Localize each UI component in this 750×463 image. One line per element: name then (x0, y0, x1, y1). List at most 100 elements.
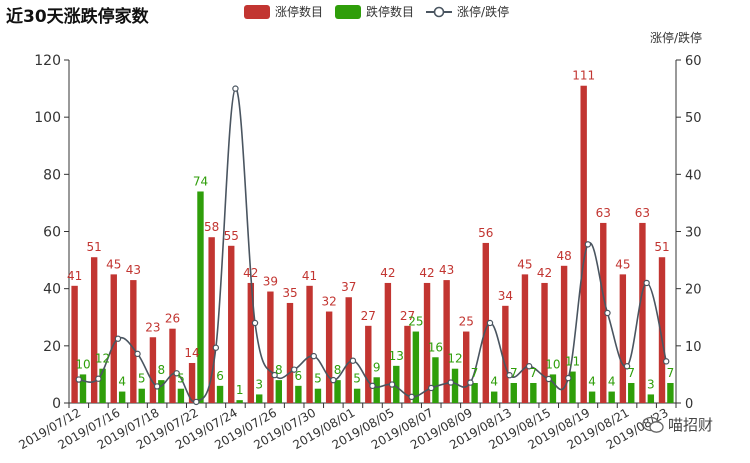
ratio-point (623, 363, 631, 370)
bar-down (373, 377, 380, 403)
legend-item-down[interactable]: 跌停数目 (335, 3, 414, 20)
bar-down (471, 382, 478, 403)
ratio-point (467, 379, 474, 386)
data-label-down: 4 (588, 375, 596, 389)
bar-up (521, 274, 529, 403)
ratio-point (75, 376, 82, 383)
y-right-tick-label: 60 (685, 54, 702, 69)
data-label-up: 37 (341, 280, 356, 294)
bar-up (384, 282, 392, 403)
ratio-point (388, 381, 396, 388)
bar-up (600, 222, 607, 403)
bar-up (325, 311, 333, 403)
data-label-down: 5 (177, 372, 185, 386)
data-label-up: 43 (126, 263, 141, 277)
data-label-up: 32 (321, 295, 336, 309)
bar-up (502, 305, 509, 403)
ratio-point (428, 384, 435, 392)
bar-up (286, 302, 294, 403)
bar-up (658, 257, 666, 403)
data-label-up: 45 (106, 257, 121, 271)
data-label-up: 42 (380, 266, 395, 280)
y-left-tick-label: 60 (43, 225, 61, 241)
data-label-down: 7 (627, 366, 635, 380)
data-label-up: 43 (439, 263, 454, 277)
data-label-up: 42 (243, 266, 258, 280)
bar-down (393, 365, 400, 403)
bar-down (432, 357, 439, 403)
bar-down (314, 388, 322, 403)
data-label-down: 6 (216, 369, 224, 383)
bar-up (71, 285, 78, 403)
bar-down (236, 400, 243, 403)
legend-label-ratio: 涨停/跌停 (457, 5, 510, 19)
ratio-line (78, 87, 667, 403)
data-label-up: 27 (400, 309, 415, 323)
data-label-up: 27 (361, 309, 376, 323)
bar-up (443, 280, 450, 403)
bar-down (569, 371, 576, 403)
data-label-down: 10 (75, 357, 90, 371)
y-left-tick-label: 20 (43, 339, 61, 355)
data-label-up: 35 (282, 286, 297, 300)
y-right-tick-label: 10 (685, 340, 702, 355)
bar-up (169, 328, 176, 403)
y-left-tick-label: 40 (43, 282, 61, 298)
bar-down (490, 391, 498, 403)
data-label-down: 12 (447, 352, 462, 366)
legend-swatch-up (244, 4, 270, 19)
data-label-up: 41 (302, 269, 317, 283)
data-label-down: 4 (490, 375, 498, 389)
ratio-point (486, 319, 494, 327)
data-label-down: 25 (408, 315, 423, 329)
bar-down (510, 382, 517, 403)
data-label-down: 3 (255, 377, 263, 391)
bar-up (110, 274, 117, 403)
data-label-down: 5 (353, 372, 361, 386)
right-axis-name: 涨停/跌停 (649, 31, 702, 45)
data-label-up: 26 (165, 312, 180, 326)
bar-down (216, 385, 224, 403)
data-label-down: 4 (608, 375, 616, 389)
y-right-tick-label: 20 (685, 283, 702, 298)
data-label-down: 6 (295, 369, 303, 383)
bar-down (334, 380, 341, 403)
data-label-down: 7 (530, 366, 538, 380)
ratio-point (310, 352, 317, 360)
bar-down (79, 374, 87, 403)
ratio-point (251, 319, 259, 327)
data-label-down: 74 (193, 174, 208, 188)
bar-up (423, 282, 431, 403)
ratio-point (408, 393, 415, 401)
bar-up (639, 222, 646, 403)
bar-up (130, 280, 137, 403)
ratio-point (173, 370, 180, 377)
data-label-up: 45 (615, 257, 630, 271)
y-left-tick-label: 120 (34, 53, 61, 69)
bar-down (353, 388, 361, 403)
data-label-down: 9 (373, 360, 381, 374)
legend-item-up[interactable]: 涨停数目 (244, 3, 323, 20)
bar-up (208, 237, 215, 403)
data-label-down: 7 (510, 366, 518, 380)
data-label-up: 45 (517, 257, 532, 271)
data-label-up: 55 (224, 229, 239, 243)
ratio-point (290, 366, 298, 373)
bar-down (451, 368, 459, 403)
y-left-tick-label: 0 (52, 396, 61, 412)
bar-down (667, 382, 674, 403)
data-label-up: 48 (556, 249, 571, 263)
bar-up (580, 85, 587, 403)
y-left-tick-label: 80 (43, 167, 61, 183)
legend-item-ratio[interactable]: 涨停/跌停 (426, 3, 509, 20)
legend-swatch-down (335, 4, 362, 19)
chart-title: 近30天涨跌停家数 (6, 7, 149, 27)
data-label-down: 13 (389, 349, 404, 363)
data-label-up: 56 (478, 226, 493, 240)
data-label-up: 42 (419, 266, 434, 280)
bar-down (608, 391, 615, 403)
ratio-point (193, 398, 200, 406)
bar-down (256, 394, 263, 403)
bar-down (158, 380, 165, 403)
